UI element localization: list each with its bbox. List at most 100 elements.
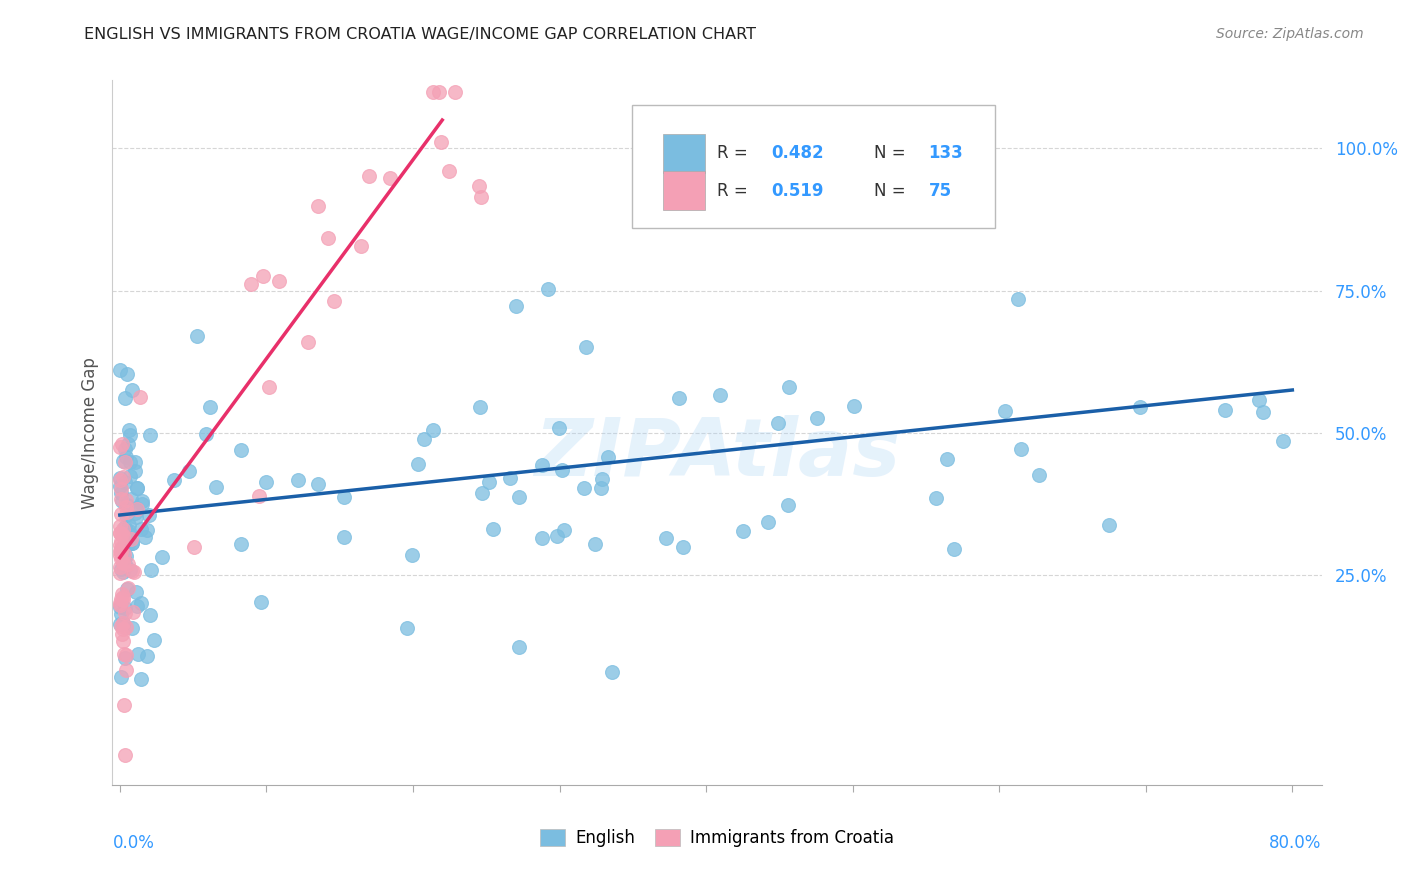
Point: [129, 390, 152, 404]
Point: [994, 404, 1017, 418]
Point: [942, 541, 965, 556]
Point: [139, 563, 162, 577]
Point: [112, 522, 135, 536]
Text: 133: 133: [929, 145, 963, 162]
Point: [114, 475, 136, 489]
Point: [575, 340, 598, 354]
Point: [1098, 517, 1121, 532]
Point: [117, 524, 139, 538]
Point: [136, 648, 159, 663]
Point: [250, 595, 273, 609]
Point: [240, 277, 263, 291]
Point: [117, 437, 139, 451]
Point: [471, 486, 494, 500]
Point: [129, 672, 152, 686]
Point: [110, 507, 132, 521]
Point: [111, 593, 134, 607]
Point: [110, 619, 132, 633]
Point: [110, 482, 132, 496]
Point: [142, 633, 165, 648]
Point: [505, 299, 527, 313]
Point: [108, 526, 131, 541]
Point: [120, 562, 142, 576]
Point: [508, 490, 530, 504]
Point: [482, 523, 505, 537]
Point: [120, 533, 142, 547]
Point: [537, 282, 560, 296]
Point: [1129, 400, 1152, 414]
Point: [111, 454, 134, 468]
Point: [125, 501, 148, 516]
FancyBboxPatch shape: [633, 105, 995, 228]
Text: N =: N =: [875, 182, 911, 200]
Point: [131, 494, 153, 508]
Point: [108, 566, 131, 580]
Point: [118, 455, 141, 469]
Point: [115, 367, 138, 381]
Point: [470, 190, 492, 204]
Point: [118, 423, 141, 437]
Point: [124, 455, 146, 469]
Point: [1253, 404, 1275, 418]
Point: [115, 505, 138, 519]
Point: [322, 294, 344, 309]
Point: [668, 392, 690, 406]
Point: [121, 536, 143, 550]
Point: [118, 517, 141, 532]
Point: [252, 268, 274, 283]
Point: [114, 508, 136, 522]
Point: [111, 627, 134, 641]
Point: [111, 528, 134, 542]
Point: [254, 475, 277, 489]
Point: [297, 335, 319, 350]
Point: [111, 633, 134, 648]
Point: [247, 489, 270, 503]
Point: [108, 478, 131, 492]
Point: [110, 561, 132, 575]
Point: [259, 380, 281, 394]
Point: [655, 531, 678, 545]
Point: [114, 442, 136, 457]
Point: [350, 239, 373, 253]
Point: [112, 698, 135, 713]
Point: [114, 455, 136, 469]
Point: [806, 411, 828, 425]
Point: [108, 596, 131, 610]
Point: [546, 529, 568, 543]
Point: [111, 526, 134, 541]
Point: [572, 481, 595, 495]
Point: [131, 497, 153, 511]
Point: [427, 85, 450, 99]
Point: [1007, 293, 1029, 307]
Point: [121, 384, 143, 398]
Point: [120, 492, 142, 507]
Point: [115, 549, 138, 564]
Point: [530, 531, 553, 545]
Point: [672, 540, 695, 554]
Point: [583, 537, 606, 551]
Point: [205, 480, 228, 494]
Point: [114, 601, 136, 615]
Point: [380, 170, 402, 185]
Point: [936, 451, 959, 466]
Point: [600, 665, 623, 680]
Text: ENGLISH VS IMMIGRANTS FROM CROATIA WAGE/INCOME GAP CORRELATION CHART: ENGLISH VS IMMIGRANTS FROM CROATIA WAGE/…: [84, 27, 756, 42]
Point: [124, 464, 146, 478]
Point: [124, 565, 146, 579]
Point: [110, 541, 132, 556]
Point: [468, 400, 491, 414]
Text: 75: 75: [929, 182, 952, 200]
Point: [430, 135, 453, 149]
Point: [115, 663, 138, 677]
Point: [108, 440, 131, 454]
Point: [287, 473, 309, 487]
Point: [183, 540, 205, 554]
Point: [112, 547, 135, 561]
Point: [135, 523, 157, 537]
Point: [129, 596, 152, 610]
Point: [332, 530, 354, 544]
Point: [138, 508, 160, 522]
Point: [111, 587, 134, 601]
Point: [117, 526, 139, 541]
Point: [117, 537, 139, 551]
